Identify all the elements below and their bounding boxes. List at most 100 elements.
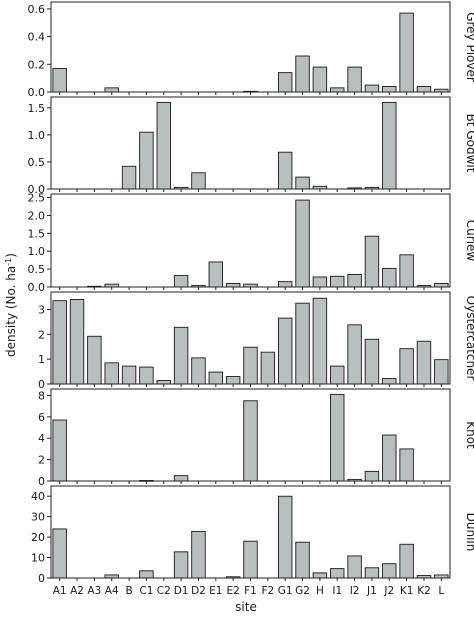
bar-H	[312, 572, 328, 579]
bar-D1	[173, 275, 189, 288]
x-category-label-F1: F1	[244, 585, 257, 597]
panel-label: Grey Plover	[464, 12, 474, 82]
x-category-label-F2: F2	[261, 585, 274, 597]
y-tick-label: 4	[38, 432, 45, 445]
y-tick-label: 0	[38, 475, 45, 488]
bar-I2	[347, 324, 362, 385]
bar-C2	[156, 380, 171, 385]
bar-J1	[364, 235, 380, 288]
bar-L	[434, 359, 449, 385]
bar-D2	[191, 357, 206, 385]
bar-A1	[52, 68, 67, 93]
bar-J1	[364, 567, 380, 579]
bar-K1	[399, 254, 414, 288]
panel-label: Bt Godwit	[464, 114, 474, 173]
panel-3: 0 1 2 3 Oystercatcher	[38, 291, 474, 391]
bar-I1	[330, 275, 345, 288]
bar-J1	[364, 84, 380, 93]
bar-K1	[399, 448, 414, 482]
y-tick-label: 6	[38, 411, 45, 424]
bar-B	[121, 365, 137, 385]
y-tick-label: 2	[38, 454, 45, 467]
bar-J2	[382, 86, 397, 93]
x-category-label-K1: K1	[400, 585, 414, 597]
y-axis-title-close: )	[4, 253, 18, 258]
x-category-label-A1: A1	[53, 585, 67, 597]
x-category-label-E2: E2	[226, 585, 239, 597]
y-tick-label: 1.5	[28, 102, 46, 115]
y-tick-label: 0.6	[28, 3, 46, 16]
bar-D1	[173, 475, 189, 482]
bar-C1	[139, 131, 154, 190]
x-category-label-A2: A2	[70, 585, 84, 597]
bar-J2	[382, 563, 397, 579]
bar-G1	[277, 151, 293, 190]
panel-frame	[50, 1, 451, 93]
bar-A1	[52, 419, 67, 482]
bar-A4	[104, 87, 119, 93]
x-category-label-H: H	[316, 585, 324, 597]
panel-label: Curlew	[464, 220, 474, 262]
bar-F1	[243, 346, 258, 385]
y-tick-label: 0.5	[28, 156, 46, 169]
y-tick-label: 0.0	[28, 281, 46, 294]
bar-K2	[416, 340, 432, 385]
bar-K1	[399, 12, 414, 93]
y-tick-label: 0.2	[28, 58, 46, 71]
bar-G2	[295, 302, 310, 385]
bar-I2	[347, 66, 362, 93]
y-tick-label: 3	[38, 303, 45, 316]
bar-F1	[243, 400, 258, 482]
bar-H	[312, 276, 328, 288]
bar-K1	[399, 543, 414, 579]
bar-G2	[295, 176, 310, 190]
bar-J2	[382, 101, 397, 190]
bar-A1	[52, 528, 67, 579]
y-tick-label: 0	[38, 378, 45, 391]
bar-J2	[382, 434, 397, 482]
bar-D1	[173, 551, 189, 579]
bar-D2	[191, 172, 206, 190]
x-category-label-B: B	[125, 585, 132, 597]
y-tick-label: 0	[38, 572, 45, 585]
y-axis-title-superscript: -1	[4, 258, 13, 266]
x-category-label-D2: D2	[191, 585, 206, 597]
panel-label: Dunlin	[464, 513, 474, 552]
y-tick-label: 0.5	[28, 263, 46, 276]
x-category-label-C1: C1	[139, 585, 153, 597]
bar-F1	[243, 540, 258, 579]
x-axis-title: site	[235, 600, 257, 614]
bar-G1	[277, 281, 293, 288]
bar-C1	[139, 366, 154, 385]
bar-I1	[330, 87, 345, 93]
bar-L	[434, 282, 449, 288]
y-tick-label: 0.4	[28, 31, 46, 44]
panel-0: 0.0 0.2 0.4 0.6 Grey Plover	[28, 1, 474, 99]
y-tick-label: 2.5	[28, 192, 46, 205]
panel-4: 0 2 4 6 8 Knot	[38, 388, 474, 488]
x-category-label-J2: J2	[383, 585, 394, 597]
bar-H	[312, 66, 328, 93]
bar-E2	[225, 376, 241, 385]
panel-2: 0.0 0.5 1.0 1.5 2.0 2.5 Curlew	[28, 192, 474, 294]
x-category-label-G1: G1	[278, 585, 293, 597]
bar-G2	[295, 199, 310, 288]
x-category-label-L: L	[438, 585, 444, 597]
bar-J1	[364, 470, 380, 482]
x-category-label-E1: E1	[209, 585, 222, 597]
panel-1: 0.0 0.5 1.0 1.5 Bt Godwit	[28, 96, 474, 196]
bar-G2	[295, 541, 310, 579]
bar-I2	[347, 555, 362, 579]
x-category-label-A4: A4	[105, 585, 119, 597]
panel-5: 0 10 20 30 40 Dunlin	[31, 485, 474, 585]
bar-G2	[295, 55, 310, 93]
x-category-label-D1: D1	[174, 585, 189, 597]
bar-I1	[330, 568, 345, 579]
bar-A4	[104, 362, 119, 385]
bar-I2	[347, 274, 362, 288]
bar-D2	[191, 530, 206, 579]
x-category-label-C2: C2	[157, 585, 171, 597]
bar-J2	[382, 378, 397, 385]
bar-K1	[399, 348, 414, 385]
